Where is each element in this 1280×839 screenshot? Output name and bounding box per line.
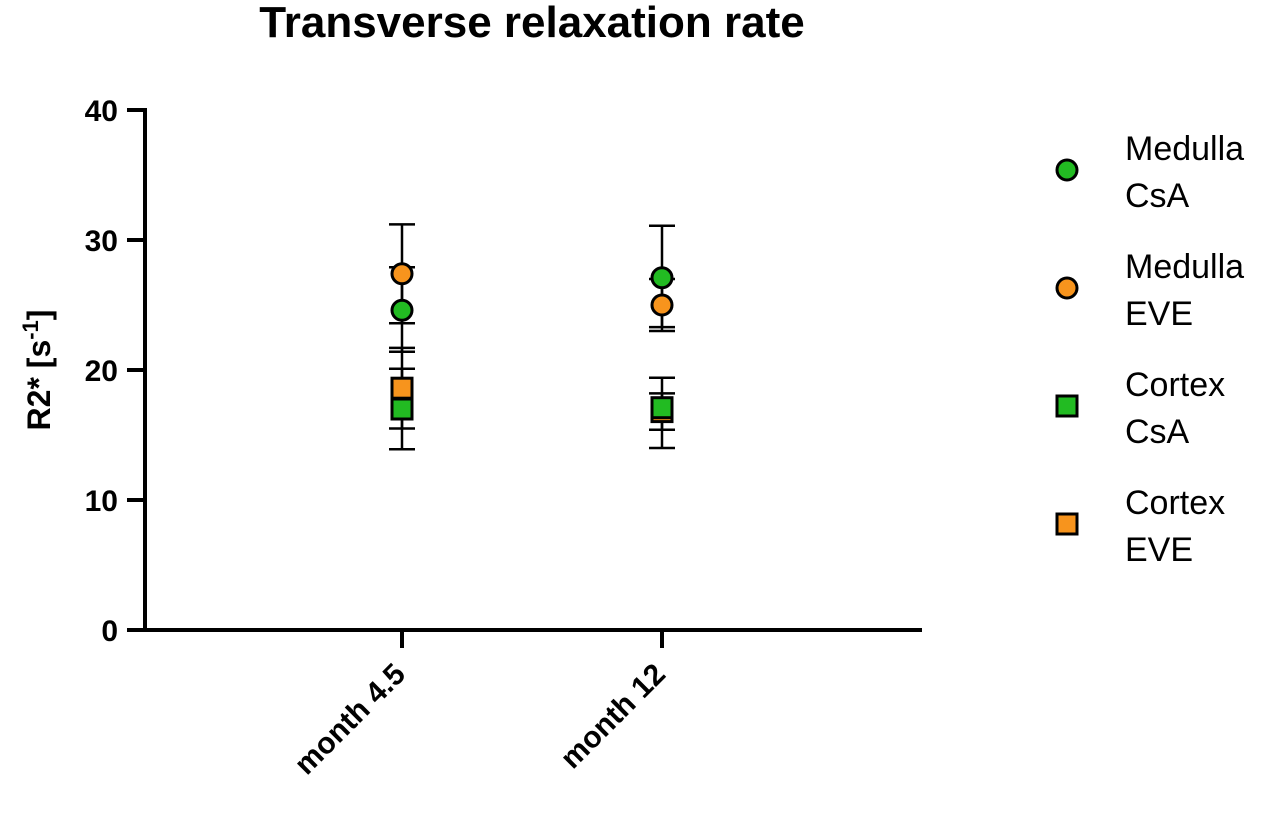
legend-marker-square: [1055, 512, 1079, 536]
data-points: [390, 262, 674, 424]
legend-label-line2: EVE: [1125, 295, 1193, 333]
legend: Medulla CsA Medulla EVE Cortex CsA Cortex EVE: [1055, 130, 1244, 569]
data-point-square: [390, 376, 414, 400]
legend-label-line1: Cortex: [1125, 484, 1225, 522]
legend-label-line2: CsA: [1125, 413, 1190, 451]
x-ticks: month 4.5 month 12: [288, 630, 672, 781]
y-tick-label: 30: [85, 225, 118, 258]
y-axis-label: R2* [s-1]: [18, 310, 57, 431]
legend-marker-circle: [1055, 276, 1079, 300]
data-point-square: [650, 396, 674, 420]
legend-marker-circle: [1055, 158, 1079, 182]
chart-title: Transverse relaxation rate: [259, 0, 804, 47]
y-ticks: 0 10 20 30 40: [85, 95, 145, 648]
data-point-circle: [650, 266, 674, 290]
legend-marker-square: [1055, 394, 1079, 418]
y-tick-label: 10: [85, 485, 118, 518]
y-tick-label: 0: [101, 615, 118, 648]
legend-label-line2: EVE: [1125, 531, 1193, 569]
y-tick-label: 20: [85, 355, 118, 388]
data-point-circle: [650, 293, 674, 317]
x-tick-label: month 12: [554, 658, 672, 776]
legend-label-line1: Medulla: [1125, 248, 1244, 286]
x-tick-label: month 4.5: [288, 658, 412, 782]
data-point-circle: [390, 298, 414, 322]
data-point-circle: [390, 262, 414, 286]
legend-label-line2: CsA: [1125, 177, 1190, 215]
data-point-square: [390, 397, 414, 421]
legend-label-line1: Medulla: [1125, 130, 1244, 168]
error-bars: [389, 223, 675, 451]
legend-label-line1: Cortex: [1125, 366, 1225, 404]
y-tick-label: 40: [85, 95, 118, 128]
